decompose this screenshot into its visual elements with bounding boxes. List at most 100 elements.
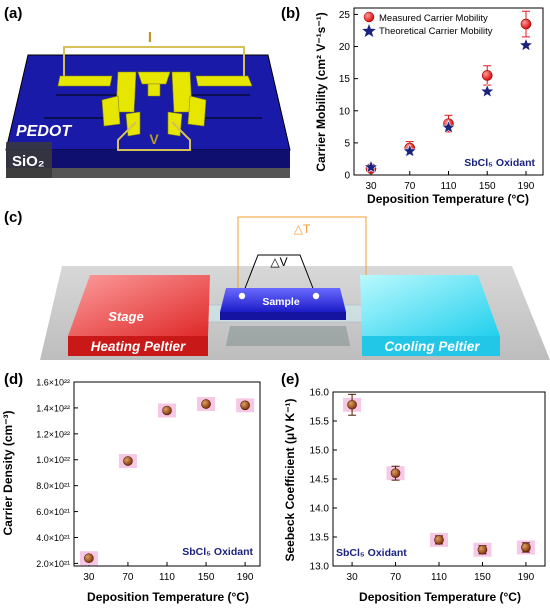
x-tick-label: 190 [518, 181, 535, 192]
y-tick-label: 0 [344, 171, 350, 182]
panel-c: (c) △T △V Stage Heating Peltier Cooling … [4, 209, 550, 360]
panel-a: (a) I V PEDOT SiO₂ [4, 5, 291, 178]
voltage-label: V [149, 131, 159, 147]
panel-e-label: (e) [281, 371, 299, 388]
y-tick-label: 13.5 [310, 533, 330, 544]
y-tick-label: 14.0 [310, 504, 330, 515]
y-tick-label: 6.0×10²¹ [36, 507, 70, 517]
chart-d-xlabel: Deposition Temperature (°C) [87, 590, 249, 604]
sample-label: Sample [262, 296, 300, 308]
data-point-theoretical [441, 119, 456, 134]
heating-peltier-label: Heating Peltier [91, 339, 186, 354]
x-tick-label: 110 [431, 572, 447, 583]
chart-e-xlabel: Deposition Temperature (°C) [359, 590, 521, 604]
data-point [162, 405, 172, 416]
data-point-theoretical [363, 159, 379, 174]
y-tick-label: 8.0×10²¹ [36, 481, 70, 491]
data-point [240, 400, 250, 411]
probe-contact-left [238, 292, 246, 300]
data-point-theoretical [518, 37, 534, 52]
y-tick-label: 14.5 [310, 475, 330, 486]
x-tick-label: 110 [159, 572, 175, 583]
y-tick-label: 1.6×10²² [36, 378, 70, 388]
chart-d-ylabel: Carrier Density (cm⁻³) [1, 410, 15, 535]
probe-contact-right [312, 292, 320, 300]
y-tick-label: 15.5 [310, 417, 330, 428]
chart-e-ticks: 30 70 110 150 190 13.0 13.5 14.0 14.5 15.0 15.5 16.… [310, 388, 535, 584]
y-tick-label: 20 [339, 42, 351, 53]
electrode-right [195, 75, 253, 87]
x-tick-label: 70 [404, 181, 416, 192]
delta-t-wire [237, 216, 367, 290]
x-tick-label: 30 [347, 572, 359, 583]
x-tick-label: 30 [83, 572, 95, 583]
x-tick-label: 70 [390, 572, 402, 583]
y-tick-label: 5 [344, 138, 350, 149]
data-point-theoretical [402, 143, 418, 158]
chart-b-legend: Measured Carrier Mobility Theoretical Ca… [362, 11, 493, 37]
chart-e-marks [343, 393, 535, 557]
electrode-top-bar [137, 71, 171, 85]
cooling-peltier-front [362, 336, 500, 356]
current-wire [63, 46, 245, 82]
sio2-label: SiO₂ [12, 153, 45, 170]
panel-d: (d) 30 70 110 150 190 2.0×10²¹ 4.0×10²¹ 6.0×10²… [1, 371, 261, 604]
y-tick-label: 16.0 [310, 388, 330, 399]
x-tick-label: 190 [518, 572, 535, 583]
delta-t-label: △T [294, 222, 311, 236]
data-point [521, 542, 531, 553]
y-tick-label: 4.0×10²¹ [36, 533, 70, 543]
data-point-measured [481, 70, 493, 81]
y-tick-label: 15.0 [310, 446, 330, 457]
data-point-theoretical [479, 83, 495, 98]
panel-a-label: (a) [4, 5, 22, 22]
electrode-left-lower [101, 95, 121, 127]
pedot-label: PEDOT [16, 123, 72, 140]
chart-e-ylabel: Seebeck Coefficient (μV K⁻¹) [283, 398, 297, 561]
electrode-right-lower [187, 95, 207, 127]
chart-b-ticks: 30 70 110 150 190 0 5 10 15 20 25 [339, 10, 535, 192]
y-tick-label: 1.4×10²² [36, 403, 70, 413]
stage-label: Stage [108, 309, 143, 324]
x-tick-label: 110 [441, 181, 457, 192]
x-tick-label: 190 [237, 572, 254, 583]
sio2-substrate [6, 168, 290, 178]
y-tick-label: 25 [339, 10, 351, 21]
heating-peltier-front [68, 336, 208, 356]
panel-d-label: (d) [4, 371, 23, 388]
chart-d-ticks: 30 70 110 150 190 2.0×10²¹ 4.0×10²¹ 6.0×10²¹ 8.0… [36, 378, 254, 584]
y-tick-label: 1.2×10²² [36, 429, 70, 439]
delta-v-wire [241, 254, 317, 297]
x-tick-label: 70 [122, 572, 134, 583]
data-point [477, 544, 488, 555]
panel-e: (e) 30 70 110 150 190 13.0 13.5 14.0 14.5 15.0 15.… [281, 371, 546, 604]
y-tick-label: 15 [339, 74, 351, 85]
data-point [201, 399, 211, 409]
data-point [390, 468, 401, 479]
sio2-corner [6, 142, 52, 178]
chart-b-xlabel: Deposition Temperature (°C) [367, 192, 529, 206]
legend-theoretical-label: Theoretical Carrier Mobility [379, 26, 493, 37]
chart-e-annotation: SbCl₅ Oxidant [336, 547, 407, 559]
data-point [434, 535, 444, 545]
voltage-wire [117, 121, 191, 151]
y-tick-label: 1.0×10²² [36, 455, 70, 465]
data-point [347, 399, 357, 410]
heating-peltier [68, 275, 210, 336]
chart-b-annotation: SbCl₅ Oxidant [464, 157, 535, 169]
panel-b-label: (b) [281, 5, 300, 22]
x-tick-label: 30 [365, 181, 377, 192]
cooling-peltier [360, 275, 500, 336]
x-tick-label: 150 [479, 181, 496, 192]
panel-b: (b) 30 70 110 150 190 0 5 10 15 20 25 Measured Car… [281, 5, 544, 206]
chart-d-annotation: SbCl₅ Oxidant [182, 546, 253, 558]
panel-c-label: (c) [4, 209, 22, 226]
chart-d-marks [79, 397, 255, 566]
electrode-left [57, 75, 113, 87]
cooling-peltier-label: Cooling Peltier [384, 339, 480, 354]
current-label: I [148, 29, 152, 46]
data-point [84, 553, 94, 564]
y-tick-label: 2.0×10²¹ [36, 559, 70, 569]
legend-theoretical-marker [362, 24, 376, 37]
